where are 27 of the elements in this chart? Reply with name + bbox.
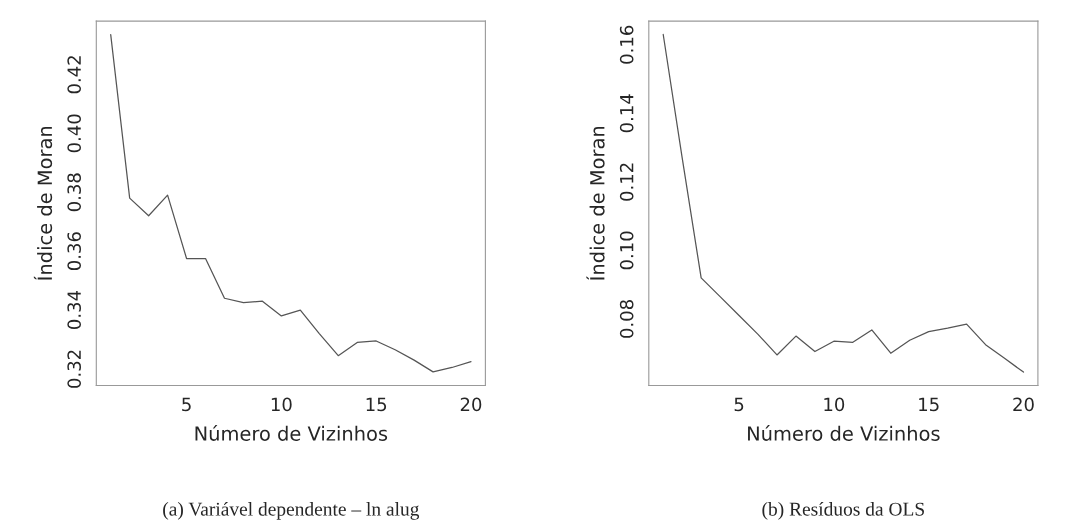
x-tick-label: 15	[366, 397, 387, 412]
y-tick-label: 0.16	[619, 25, 634, 64]
y-axis-title: Índice de Moran	[586, 126, 605, 280]
y-tick-label: 0.10	[619, 231, 634, 270]
x-tick-label: 15	[919, 397, 939, 412]
x-tick-label: 20	[460, 397, 482, 412]
y-tick-label: 0.12	[619, 163, 634, 201]
x-tick-label: 20	[1013, 397, 1034, 412]
text: (b) Resíduos da OLS	[762, 502, 924, 520]
text: (a) Variável dependente – ln alug	[163, 502, 420, 520]
y-tick-label: 0.42	[67, 56, 81, 94]
y-tick-label: 0.40	[67, 114, 81, 153]
y-tick-label: 0.38	[67, 173, 81, 212]
x-tick-label: 5	[182, 397, 191, 412]
y-tick-label: 0.32	[67, 350, 81, 388]
y-axis-title: Índice de Moran	[33, 126, 53, 280]
y-tick-label: 0.34	[67, 290, 81, 329]
x-axis-title: Número de Vizinhos	[748, 425, 940, 441]
x-tick-label: 10	[271, 397, 292, 412]
y-tick-label: 0.08	[619, 300, 634, 338]
y-tick-label: 0.14	[619, 94, 634, 133]
x-tick-label: 10	[824, 397, 845, 412]
x-tick-label: 5	[734, 397, 744, 412]
y-tick-label: 0.36	[67, 232, 81, 271]
line-series	[110, 34, 472, 373]
x-axis-title: Número de Vizinhos	[195, 425, 388, 441]
line-series	[662, 33, 1025, 373]
